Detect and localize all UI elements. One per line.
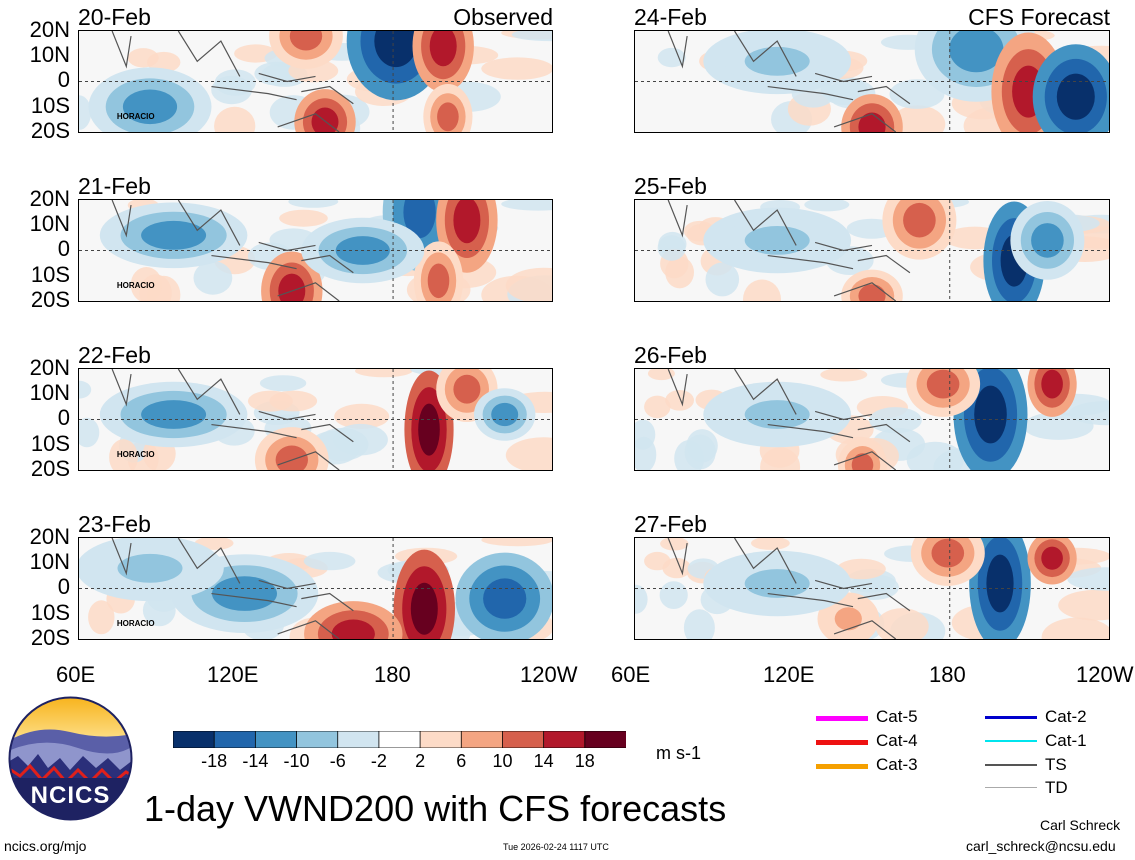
lat-tick-row3-1: 10N [29,380,70,405]
legend-label-3: Cat-2 [1045,707,1087,726]
legend-line-4 [985,740,1037,742]
main-title: 1-day VWND200 with CFS forecasts [144,788,727,829]
panel-title-4: 23-Feb [78,511,151,537]
ncics-logo: NCICS [8,696,133,821]
lat-tick-row4-4: 20S [30,625,70,650]
forecast-label: CFS Forecast [968,4,1110,30]
colorbar-tick: -2 [370,751,387,771]
lat-tick-row4-1: 10N [29,549,70,574]
legend-line-2 [816,764,868,769]
heatmap-panel-5 [634,30,1110,133]
legend-label-4: Cat-1 [1045,731,1087,750]
lon-tick-left-120e: 120E [207,662,259,687]
storm-label: HORACIO [116,280,155,290]
colorbar-tick: 2 [415,751,426,771]
legend-line-1 [816,740,868,745]
panel-title-3: 22-Feb [78,342,151,368]
legend-label-2: Cat-3 [876,755,918,774]
heatmap-panel-1: HORACIO [78,30,553,133]
legend-line-0 [816,716,868,721]
legend-label-5: TS [1045,755,1067,774]
legend-label-1: Cat-4 [876,731,918,750]
colorbar-swatch [172,730,216,749]
lat-tick-row2-3: 10S [30,262,70,287]
heatmap-panel-6 [634,199,1110,302]
footer-timestamp: Tue 2026-02-24 1117 UTC [503,842,609,852]
heatmap-panel-8 [634,537,1110,640]
lon-tick-left-180: 180 [374,662,411,687]
lon-tick-right-120e: 120E [763,662,815,687]
colorbar-tick: 18 [574,751,595,771]
lat-tick-row4-3: 10S [30,600,70,625]
lon-tick-left-120w: 120W [520,662,578,687]
legend-line-6 [985,787,1037,788]
storm-label: HORACIO [116,111,155,121]
observed-label: Observed [453,4,553,30]
colorbar-tick: 14 [533,751,554,771]
lat-tick-row2-0: 20N [29,186,70,211]
panel-title-2: 21-Feb [78,173,151,199]
colorbar-tick: -10 [283,751,310,771]
colorbar-swatch [254,730,298,749]
lon-tick-left-60e: 60E [56,662,96,687]
colorbar-tick: -14 [242,751,269,771]
colorbar-tick: -6 [329,751,346,771]
lon-tick-right-180: 180 [929,662,966,687]
legend-label-6: TD [1045,778,1068,797]
lat-tick-row1-1: 10N [29,42,70,67]
lat-tick-row1-2: 0 [57,67,70,92]
colorbar-swatch [378,730,421,749]
colorbar-swatch [502,730,545,749]
colorbar-tick: 10 [492,751,513,771]
colorbar-swatch [460,730,504,749]
panel-title-8: 27-Feb [634,511,707,537]
panel-title-6: 25-Feb [634,173,707,199]
lat-tick-row3-4: 20S [30,456,70,481]
footer-author: Carl Schreck [1040,817,1121,833]
footer-site[interactable]: ncics.org/mjo [4,838,87,854]
panel-title-7: 26-Feb [634,342,707,368]
lat-tick-row2-1: 10N [29,211,70,236]
colorbar [172,730,627,749]
legend-line-3 [985,716,1037,719]
colorbar-units: m s-1 [656,743,701,763]
logo-text: NCICS [30,782,111,809]
panel-title-1: 20-Feb [78,4,151,30]
colorbar-tick: 6 [456,751,467,771]
lat-tick-row3-2: 0 [57,405,70,430]
colorbar-swatch [584,730,627,749]
panel-title-5: 24-Feb [634,4,707,30]
lat-tick-row2-4: 20S [30,287,70,312]
colorbar-swatch [419,730,463,749]
footer-email[interactable]: carl_schreck@ncsu.edu [966,838,1116,854]
colorbar-swatch [213,730,257,749]
lat-tick-row2-2: 0 [57,236,70,261]
lon-tick-right-120w: 120W [1076,664,1134,686]
colorbar-swatch [543,730,586,749]
colorbar-swatch [296,730,339,749]
lat-tick-row4-0: 20N [29,524,70,549]
colorbar-tick: -18 [201,751,228,771]
legend-label-0: Cat-5 [876,707,918,726]
legend-line-5 [985,764,1037,766]
lat-tick-row3-3: 10S [30,431,70,456]
heatmap-panel-7 [634,368,1110,471]
lat-tick-row3-0: 20N [29,355,70,380]
lat-tick-row1-0: 20N [29,17,70,42]
storm-label: HORACIO [116,449,155,459]
lat-tick-row1-4: 20S [30,118,70,143]
heatmap-panel-2: HORACIO [78,199,553,302]
lat-tick-row4-2: 0 [57,574,70,599]
heatmap-panel-4: HORACIO [78,537,553,640]
colorbar-swatch [337,730,380,749]
storm-label: HORACIO [116,618,155,628]
lat-tick-row1-3: 10S [30,93,70,118]
heatmap-panel-3: HORACIO [78,368,553,471]
lon-tick-right-60e: 60E [611,662,651,687]
